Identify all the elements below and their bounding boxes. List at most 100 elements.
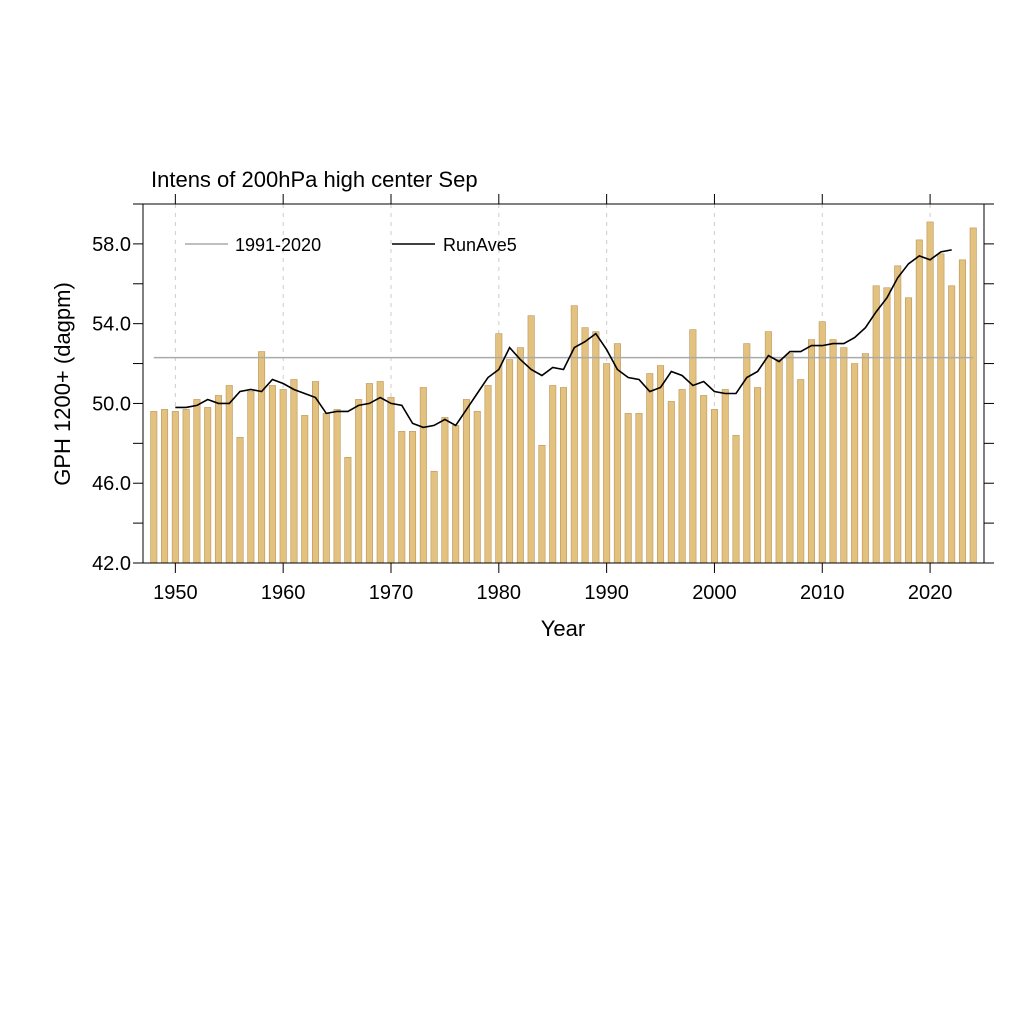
bar-2018: [905, 297, 913, 564]
x-tick-label-2000: 2000: [692, 582, 737, 604]
x-tick-label-1960: 1960: [261, 582, 306, 604]
y-tick-label-58: 58.0: [92, 234, 131, 256]
y-tick-label-50: 50.0: [92, 393, 131, 415]
bar-1981: [506, 359, 514, 564]
bar-1978: [473, 411, 481, 564]
bar-2007: [786, 353, 794, 564]
bar-1973: [419, 387, 427, 564]
bar-1977: [462, 399, 470, 564]
bar-2014: [861, 353, 869, 564]
chart-title: Intens of 200hPa high center Sep: [151, 167, 478, 192]
y-tick-label-54: 54.0: [92, 314, 131, 336]
bar-1984: [538, 445, 546, 564]
bar-2012: [840, 347, 848, 564]
bar-1953: [204, 407, 212, 564]
bar-2009: [807, 339, 815, 564]
bar-2019: [915, 239, 923, 564]
x-tick-label-1990: 1990: [584, 582, 629, 604]
bar-1968: [365, 383, 373, 564]
bar-1950: [171, 411, 179, 564]
bar-1988: [581, 327, 589, 564]
bar-1991: [613, 343, 621, 564]
bar-1971: [398, 431, 406, 564]
bar-2004: [754, 387, 762, 564]
bar-1969: [376, 381, 384, 564]
bar-1961: [290, 379, 298, 564]
bar-2002: [732, 435, 740, 564]
bar-2000: [710, 409, 718, 564]
bar-1989: [592, 331, 600, 564]
bar-1952: [193, 399, 201, 564]
bar-1963: [312, 381, 320, 564]
bar-1975: [441, 417, 449, 564]
bar-1983: [527, 315, 535, 564]
bar-1998: [689, 329, 697, 564]
bar-1982: [516, 347, 524, 564]
y-tick-label-46: 46.0: [92, 473, 131, 495]
plot-frame: [142, 203, 985, 564]
bar-2013: [851, 363, 859, 564]
bar-1964: [322, 413, 330, 564]
bar-1979: [484, 385, 492, 564]
bar-1972: [409, 431, 417, 564]
bar-2011: [829, 339, 837, 564]
bar-1956: [236, 437, 244, 564]
bar-2005: [764, 331, 772, 564]
bar-2021: [937, 253, 945, 564]
bar-1976: [452, 425, 460, 564]
bar-1995: [657, 365, 665, 564]
x-tick-label-1950: 1950: [153, 582, 198, 604]
bar-1967: [355, 399, 363, 564]
legend-label-runave5: RunAve5: [443, 235, 517, 255]
bar-1966: [344, 456, 352, 564]
bar-1974: [430, 470, 438, 564]
ticks: [133, 194, 994, 573]
bar-1951: [182, 409, 190, 564]
bar-2001: [721, 389, 729, 564]
y-tick-label-42: 42.0: [92, 553, 131, 575]
x-tick-label-2020: 2020: [908, 582, 953, 604]
x-tick-label-1970: 1970: [369, 582, 414, 604]
bar-2024: [969, 227, 977, 564]
bar-1994: [646, 373, 654, 564]
bar-1957: [247, 391, 255, 564]
bar-2017: [894, 265, 902, 564]
series-lines: [153, 249, 974, 429]
bar-1960: [279, 389, 287, 564]
bar-1987: [570, 305, 578, 564]
tick-labels: 1950 1960 1970 1980 1990 2000 2010 2020 42.0 46.0…: [92, 234, 952, 604]
y-axis-label: GPH 1200+ (dagpm): [50, 282, 75, 486]
bar-1955: [225, 385, 233, 564]
bar-1954: [214, 395, 222, 564]
bar-2016: [883, 287, 891, 564]
bar-1992: [624, 413, 632, 564]
bar-1948: [150, 411, 158, 564]
bar-1996: [667, 401, 675, 564]
bar-1962: [301, 415, 309, 564]
bar-1997: [678, 389, 686, 564]
bar-1959: [268, 385, 276, 564]
bar-1993: [635, 413, 643, 564]
legend: 1991-2020 RunAve5: [185, 235, 517, 255]
bar-2020: [926, 221, 934, 564]
x-axis-label: Year: [541, 616, 585, 641]
bars: [150, 221, 977, 564]
bar-1999: [700, 395, 708, 564]
x-tick-label-1980: 1980: [477, 582, 522, 604]
bar-2023: [958, 259, 966, 564]
bar-2006: [775, 359, 783, 564]
legend-label-1991-2020: 1991-2020: [235, 235, 321, 255]
bar-1958: [258, 351, 266, 564]
bar-1970: [387, 397, 395, 564]
x-tick-label-2010: 2010: [800, 582, 845, 604]
series-line-runave5: [175, 249, 952, 429]
bar-1986: [559, 387, 567, 564]
bar-1985: [549, 385, 557, 564]
bar-2008: [797, 379, 805, 564]
bar-1949: [161, 409, 169, 564]
bar-2022: [948, 285, 956, 564]
bar-2015: [872, 285, 880, 564]
bar-1965: [333, 409, 341, 564]
bar-1990: [603, 363, 611, 564]
